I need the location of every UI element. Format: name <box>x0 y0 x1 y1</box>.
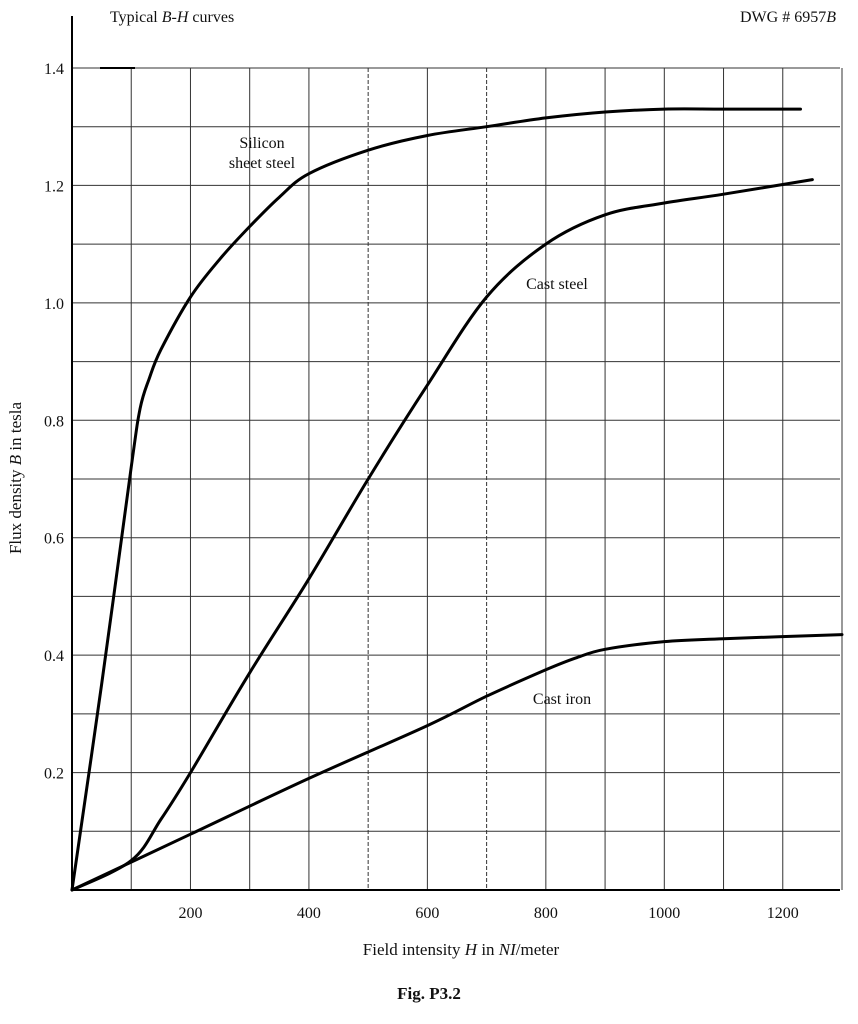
series-labels: Silicon sheet steel Cast steel Cast iron <box>229 135 591 708</box>
drawing-number: DWG # 6957B <box>740 9 836 26</box>
y-tick-label: 0.6 <box>44 531 64 548</box>
chart-title: Typical B-H curves <box>110 9 234 26</box>
tick-labels: 200 400 600 800 1000 1200 0.2 0.4 0.6 0.8 1.0 1.2 1.… <box>44 61 799 922</box>
grid <box>72 67 843 890</box>
y-tick-label: 0.8 <box>44 413 64 430</box>
y-tick-label: 1.0 <box>44 296 64 313</box>
series-line-silicon-sheet-steel <box>70 107 802 892</box>
series-label-cast-steel: Cast steel <box>526 276 588 293</box>
y-tick-label: 1.4 <box>44 61 64 78</box>
x-tick-label: 600 <box>415 905 439 922</box>
series-label-cast-iron: Cast iron <box>533 691 591 708</box>
series-curves <box>70 107 844 892</box>
y-axis-label: Flux density B in tesla <box>6 402 25 555</box>
y-tick-label: 0.4 <box>44 648 64 665</box>
x-tick-label: 1000 <box>648 905 680 922</box>
x-axis-label: Field intensity H in NI/meter <box>363 940 560 959</box>
y-tick-label: 1.2 <box>44 178 64 195</box>
series-line-cast-iron <box>70 633 844 892</box>
series-line-cast-steel <box>70 178 814 892</box>
figure-caption: Fig. P3.2 <box>397 984 461 1003</box>
x-tick-label: 400 <box>297 905 321 922</box>
bh-curve-chart: 200 400 600 800 1000 1200 0.2 0.4 0.6 0.8 1.0 1.2 1.… <box>6 9 844 959</box>
axes <box>71 16 840 891</box>
x-tick-label: 200 <box>178 905 202 922</box>
series-label-silicon-sheet-steel: Silicon sheet steel <box>229 135 296 172</box>
x-tick-label: 800 <box>534 905 558 922</box>
y-tick-label: 0.2 <box>44 766 64 783</box>
x-tick-label: 1200 <box>767 905 799 922</box>
